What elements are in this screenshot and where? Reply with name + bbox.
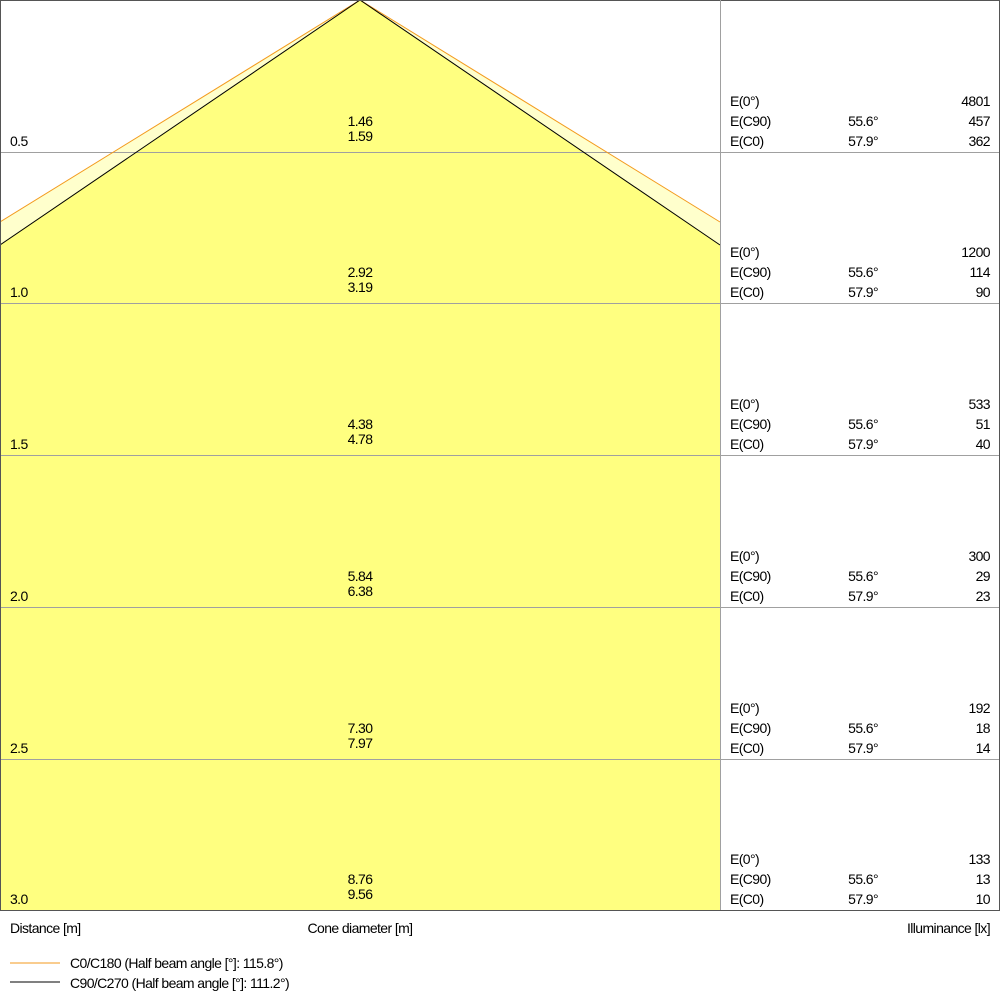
ec90-value: 29 — [976, 568, 991, 584]
c90-c270-line — [0, 0, 721, 246]
distance-tick-label: 3.0 — [10, 891, 28, 907]
ec90-label: E(C90) — [730, 264, 771, 280]
cone-diameter-c90: 5.84 — [348, 568, 374, 584]
distance-axis-label: Distance [m] — [10, 920, 81, 936]
ec0-value: 40 — [976, 436, 991, 452]
e0-label: E(0°) — [730, 548, 759, 564]
ec90-label: E(C90) — [730, 113, 771, 129]
distance-tick-label: 1.0 — [10, 284, 28, 300]
distance-tick-label: 2.5 — [10, 740, 28, 756]
ec90-angle: 55.6° — [848, 568, 878, 584]
ec0-angle: 57.9° — [848, 740, 878, 756]
e0-value: 1200 — [961, 244, 991, 260]
ec0-value: 90 — [976, 284, 991, 300]
legend-c0-label: C0/C180 (Half beam angle [°]: 115.8°) — [70, 955, 283, 971]
ec90-value: 18 — [976, 720, 991, 736]
ec90-angle: 55.6° — [848, 113, 878, 129]
cone-diameter-c0: 3.19 — [348, 279, 374, 295]
ec0-angle: 57.9° — [848, 588, 878, 604]
ec0-label: E(C0) — [730, 891, 764, 907]
legend-c90-label: C90/C270 (Half beam angle [°]: 111.2°) — [70, 975, 289, 991]
ec0-label: E(C0) — [730, 133, 764, 149]
e0-label: E(0°) — [730, 851, 759, 867]
cone-fill-body — [0, 245, 720, 910]
cone-diameter-c0: 6.38 — [348, 583, 374, 599]
ec90-value: 457 — [968, 113, 990, 129]
ec90-angle: 55.6° — [848, 871, 878, 887]
ec0-label: E(C0) — [730, 284, 764, 300]
e0-value: 4801 — [961, 93, 991, 109]
ec0-label: E(C0) — [730, 436, 764, 452]
ec0-label: E(C0) — [730, 588, 764, 604]
cone-diameter-c90: 2.92 — [348, 264, 374, 280]
ec90-angle: 55.6° — [848, 720, 878, 736]
cone-diameter-label: Cone diameter [m] — [308, 920, 413, 936]
cone-diameter-c0: 4.78 — [348, 431, 374, 447]
ec90-label: E(C90) — [730, 720, 771, 736]
cone-diameter-c0: 7.97 — [348, 735, 374, 751]
c0-c180-line — [0, 0, 721, 223]
cone-diameter-c0: 9.56 — [348, 886, 374, 902]
cone-diameter-c0: 1.59 — [348, 128, 374, 144]
e0-value: 533 — [968, 396, 990, 412]
cone-diameter-c90: 1.46 — [348, 113, 374, 129]
ec90-value: 114 — [969, 264, 990, 280]
e0-value: 300 — [968, 548, 990, 564]
illuminance-label: Illuminance [lx] — [907, 920, 990, 936]
cone-diameter-c90: 8.76 — [348, 871, 374, 887]
ec0-angle: 57.9° — [848, 133, 878, 149]
distance-tick-label: 1.5 — [10, 436, 28, 452]
ec90-label: E(C90) — [730, 568, 771, 584]
ec0-value: 14 — [976, 740, 991, 756]
ec90-angle: 55.6° — [848, 416, 878, 432]
cone-diameter-c90: 4.38 — [348, 416, 374, 432]
ec0-angle: 57.9° — [848, 891, 878, 907]
ec90-label: E(C90) — [730, 416, 771, 432]
ec90-angle: 55.6° — [848, 264, 878, 280]
ec90-value: 51 — [976, 416, 991, 432]
e0-value: 133 — [968, 851, 990, 867]
ec90-value: 13 — [976, 871, 991, 887]
ec0-value: 10 — [976, 891, 991, 907]
ec0-label: E(C0) — [730, 740, 764, 756]
distance-tick-label: 0.5 — [10, 133, 28, 149]
e0-label: E(0°) — [730, 93, 759, 109]
e0-label: E(0°) — [730, 244, 759, 260]
distance-tick-label: 2.0 — [10, 588, 28, 604]
e0-value: 192 — [968, 700, 990, 716]
ec0-angle: 57.9° — [848, 284, 878, 300]
ec0-value: 362 — [968, 133, 990, 149]
e0-label: E(0°) — [730, 700, 759, 716]
ec0-angle: 57.9° — [848, 436, 878, 452]
e0-label: E(0°) — [730, 396, 759, 412]
ec90-label: E(C90) — [730, 871, 771, 887]
cone-diameter-c90: 7.30 — [348, 720, 374, 736]
ec0-value: 23 — [976, 588, 991, 604]
